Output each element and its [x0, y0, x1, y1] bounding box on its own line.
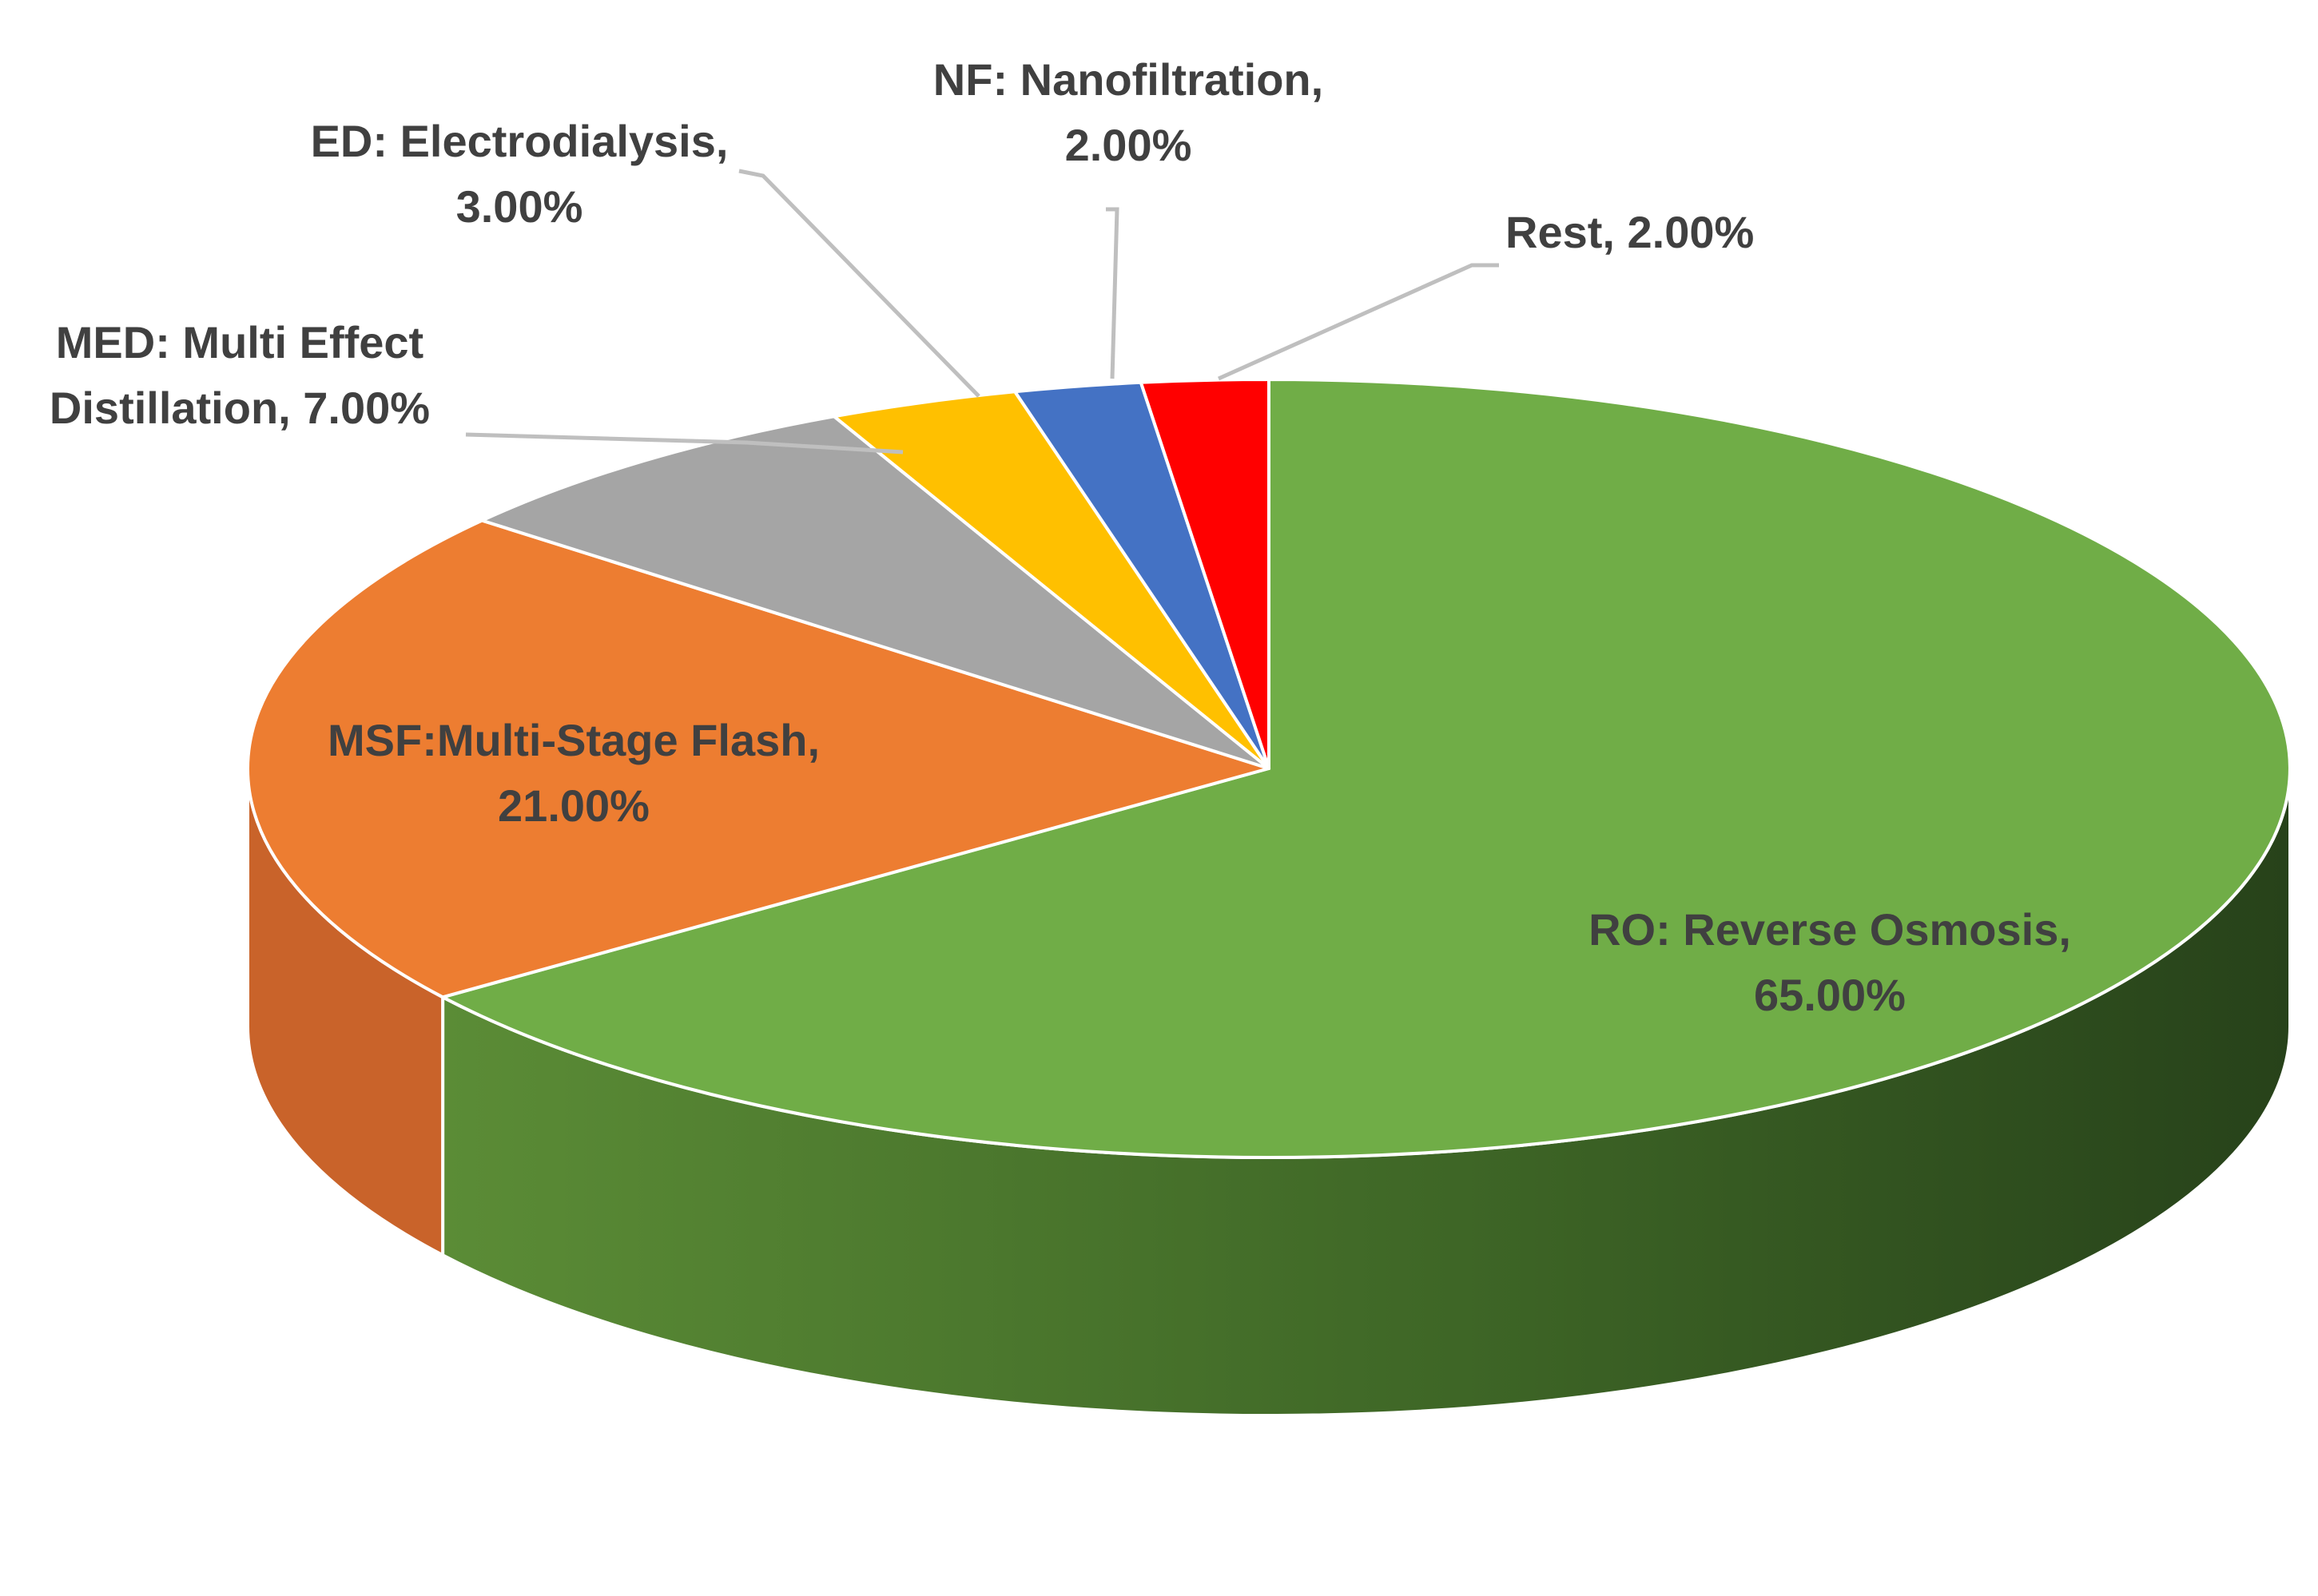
- pie-slice-5: [1139, 377, 1270, 770]
- data-labels: RO: Reverse Osmosis, 65.00% MSF:Multi-Stag…: [50, 54, 2071, 1020]
- label-leader-lines: [465, 169, 1499, 455]
- pie-slice-2: [480, 415, 1270, 770]
- data-label-3: ED: Electrodialysis, 3.00%: [311, 116, 729, 232]
- data-label-4: NF: Nanofiltration, 2.00%: [933, 54, 1323, 170]
- pie-slice-3: [832, 390, 1270, 770]
- leader-line-2: [465, 432, 904, 455]
- pie-slice-0: [441, 378, 2292, 1159]
- pie-slice-1: [246, 518, 1270, 999]
- leader-line-4: [1106, 207, 1119, 379]
- leader-line-5: [1217, 263, 1499, 381]
- leader-line-3: [738, 169, 980, 398]
- data-label-5: Rest, 2.00%: [1505, 207, 1754, 257]
- data-label-1: MSF:Multi-Stage Flash, 21.00%: [328, 715, 820, 831]
- pie-top-faces: [246, 377, 2292, 1159]
- data-label-2: MED: Multi Effect Distillation, 7.00%: [50, 317, 430, 433]
- data-label-0: RO: Reverse Osmosis, 65.00%: [1588, 904, 2071, 1020]
